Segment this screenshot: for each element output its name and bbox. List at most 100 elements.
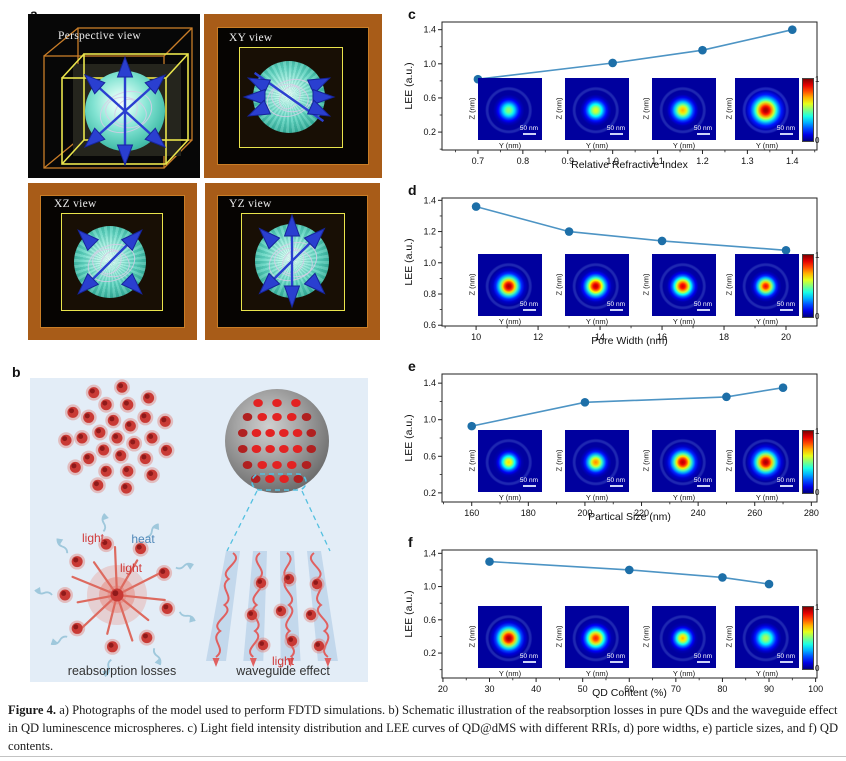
emission-arrows-graphic — [83, 55, 167, 167]
x-tick-label: 100 — [808, 684, 823, 694]
model-view-perspective: Perspective view — [28, 14, 200, 178]
field-intensity-inset: Z (nm) Y (nm) 50 nm — [725, 606, 799, 678]
emission-arrow-icon — [283, 285, 301, 309]
schematic-graphic — [30, 378, 368, 682]
diffraction-ring — [565, 606, 629, 668]
data-point — [778, 383, 788, 393]
scalebar — [610, 133, 623, 135]
light-label-top: light — [81, 531, 105, 545]
scalebar — [780, 661, 793, 663]
diffraction-ring — [652, 430, 716, 492]
emission-arrow-icon — [116, 144, 134, 167]
scalebar-label: 50 nm — [606, 125, 625, 132]
data-point — [564, 227, 574, 236]
scalebar-label: 50 nm — [693, 653, 712, 660]
inset-y-axis-label: Y (nm) — [672, 141, 696, 150]
scalebar — [697, 661, 710, 663]
data-point — [471, 202, 481, 211]
scalebar-label: 50 nm — [606, 301, 625, 308]
scalebar-label: 50 nm — [606, 477, 625, 484]
x-tick-label: 16 — [657, 332, 667, 342]
inset-y-axis-label: Y (nm) — [498, 317, 522, 326]
scalebar — [780, 133, 793, 135]
diffraction-ring — [735, 254, 799, 316]
colorbar-min-label: 0 — [815, 488, 820, 497]
emission-arrows-graphic — [242, 71, 336, 123]
inset-y-axis-label: Y (nm) — [755, 669, 779, 678]
field-intensity-inset: Z (nm) Y (nm) 50 nm — [725, 430, 799, 502]
x-tick-label: 180 — [521, 508, 536, 518]
inset-y-axis-label: Y (nm) — [498, 669, 522, 678]
view-title-yz: YZ view — [229, 198, 272, 210]
scalebar-label: 50 nm — [693, 125, 712, 132]
emission-arrow-icon — [120, 272, 143, 295]
panel-e-label: e — [408, 358, 416, 374]
y-tick-label: 1.0 — [423, 59, 436, 69]
y-tick-label: 1.0 — [423, 415, 436, 425]
scalebar-label: 50 nm — [776, 301, 795, 308]
inset-y-axis-label: Y (nm) — [672, 669, 696, 678]
data-point — [608, 58, 617, 68]
emission-arrow-icon — [83, 73, 106, 95]
inset-y-axis-label: Y (nm) — [585, 317, 609, 326]
field-intensity-inset: Z (nm) Y (nm) 50 nm — [642, 254, 716, 326]
inset-y-axis-label: Y (nm) — [585, 669, 609, 678]
y-tick-label: 1.4 — [423, 378, 436, 388]
figure-caption-number: Figure 4. — [8, 703, 57, 717]
inset-z-axis-label: Z (nm) — [724, 97, 734, 120]
data-point — [485, 557, 494, 566]
x-axis-title: Relative Refractive Index — [571, 159, 688, 171]
y-tick-label: 0.6 — [423, 320, 436, 330]
scalebar — [523, 661, 536, 663]
caption-reabsorption: reabsorption losses — [67, 664, 177, 678]
x-tick-label: 30 — [485, 684, 495, 694]
x-tick-label: 240 — [691, 508, 706, 518]
inset-z-axis-label: Z (nm) — [641, 273, 651, 296]
data-point — [722, 392, 731, 402]
view-title-xy: XY view — [229, 32, 273, 44]
light-label-center: light — [119, 561, 143, 575]
inset-y-axis-label: Y (nm) — [585, 493, 609, 502]
inset-z-axis-label: Z (nm) — [554, 97, 564, 120]
y-tick-label: 1.2 — [423, 227, 436, 237]
x-axis-title: QD Content (%) — [592, 687, 667, 699]
inset-z-axis-label: Z (nm) — [724, 273, 734, 296]
panel-f-label: f — [408, 534, 413, 550]
y-axis-title: LEE (a.u.) — [403, 238, 415, 285]
data-point — [781, 245, 791, 255]
view-title-perspective: Perspective view — [58, 30, 142, 42]
x-tick-label: 18 — [719, 332, 729, 342]
bottom-rule — [0, 756, 846, 757]
model-view-yz: YZ view — [205, 183, 380, 340]
inset-z-axis-label: Z (nm) — [724, 625, 734, 648]
field-intensity-inset: Z (nm) Y (nm) 50 nm — [642, 78, 716, 150]
x-tick-label: 1.4 — [786, 156, 799, 166]
inset-y-axis-label: Y (nm) — [672, 317, 696, 326]
x-tick-label: 60 — [624, 684, 634, 694]
field-intensity-inset: Z (nm) Y (nm) 50 nm — [555, 606, 629, 678]
field-intensity-inset: Z (nm) Y (nm) 50 nm — [642, 430, 716, 502]
field-intensity-inset: Z (nm) Y (nm) 50 nm — [555, 430, 629, 502]
panel-b-label: b — [12, 364, 21, 380]
scalebar — [610, 485, 623, 487]
emission-arrow-icon — [306, 99, 332, 117]
emission-arrows-graphic — [77, 229, 143, 295]
field-intensity-inset: Z (nm) Y (nm) 50 nm — [555, 78, 629, 150]
inset-y-axis-label: Y (nm) — [755, 317, 779, 326]
emission-arrow-icon — [258, 227, 281, 250]
field-intensity-inset: Z (nm) Y (nm) 50 nm — [468, 78, 542, 150]
x-tick-label: 1.0 — [606, 156, 619, 166]
inset-z-axis-label: Z (nm) — [467, 449, 477, 472]
y-axis-title: LEE (a.u.) — [403, 414, 415, 461]
y-tick-label: 1.4 — [423, 195, 436, 205]
inset-z-axis-label: Z (nm) — [467, 97, 477, 120]
inset-z-axis-label: Z (nm) — [724, 449, 734, 472]
scalebar-label: 50 nm — [776, 653, 795, 660]
y-tick-label: 0.2 — [423, 488, 436, 498]
scalebar — [610, 661, 623, 663]
inset-z-axis-label: Z (nm) — [641, 625, 651, 648]
